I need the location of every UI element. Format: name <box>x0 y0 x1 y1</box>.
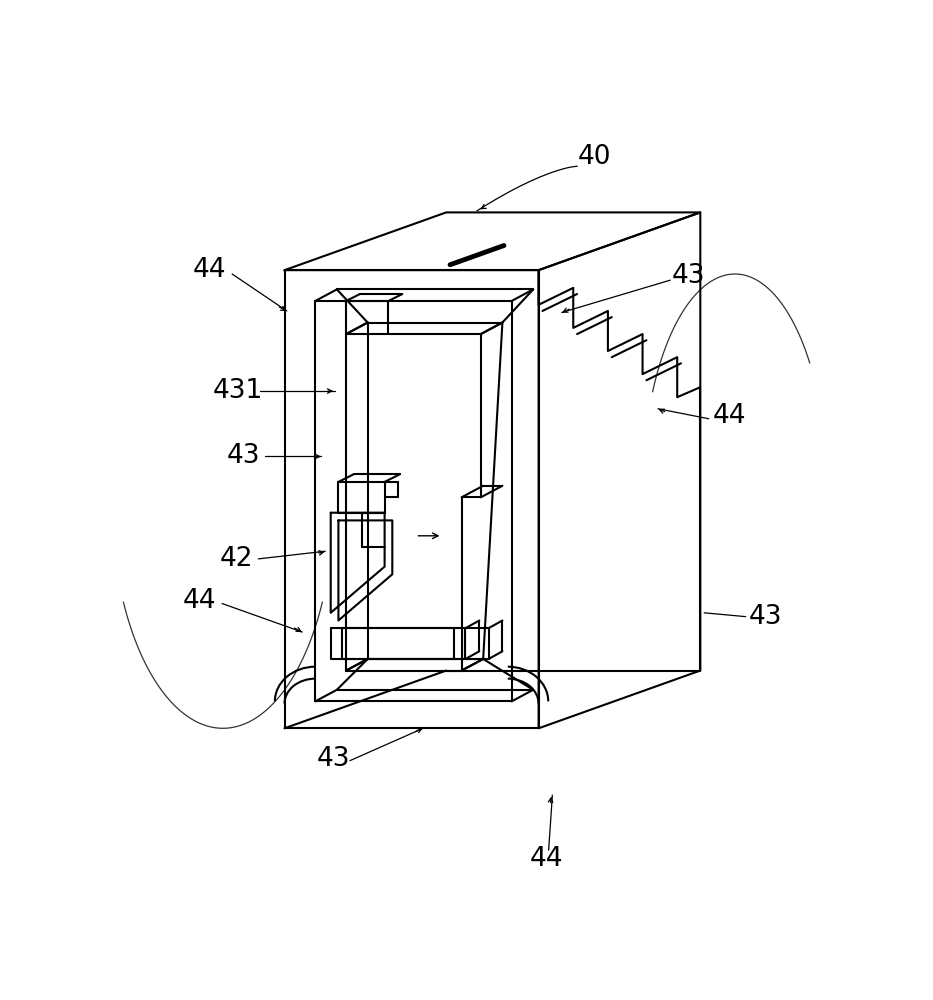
Text: 44: 44 <box>193 257 227 283</box>
Text: 42: 42 <box>219 546 253 572</box>
Text: 43: 43 <box>672 263 705 289</box>
Text: 44: 44 <box>530 846 563 872</box>
Text: 44: 44 <box>183 588 216 614</box>
Text: 431: 431 <box>213 378 263 404</box>
Text: 44: 44 <box>713 403 746 429</box>
Text: 40: 40 <box>578 144 611 170</box>
Text: 43: 43 <box>316 746 350 772</box>
Text: 43: 43 <box>227 443 260 469</box>
Text: 43: 43 <box>749 604 783 630</box>
